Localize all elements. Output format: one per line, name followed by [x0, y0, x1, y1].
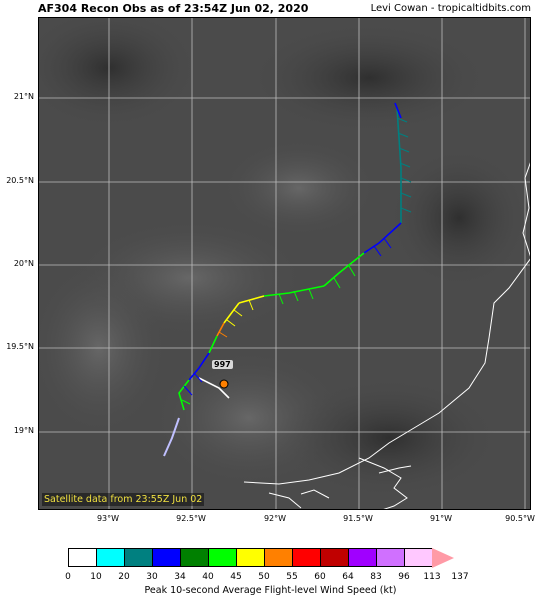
dark-cloud-region	[389, 148, 529, 288]
wind-speed-colorbar	[68, 547, 454, 568]
colorbar-swatch	[236, 548, 264, 567]
colorbar-tick-label: 10	[90, 572, 102, 582]
latitude-label: 21°N	[13, 92, 34, 101]
aircraft-path	[163, 417, 180, 457]
colorbar-tick-label: 0	[65, 572, 71, 582]
colorbar-tick-label: 50	[258, 572, 270, 582]
colorbar-tick-label: 60	[314, 572, 326, 582]
colorbar-tick-label: 96	[398, 572, 410, 582]
colorbar-tick-label: 83	[370, 572, 382, 582]
colorbar-swatch	[152, 548, 180, 567]
colorbar-swatch	[292, 548, 320, 567]
latitude-label: 20°N	[13, 259, 34, 268]
colorbar-swatch	[264, 548, 292, 567]
recon-track	[178, 102, 402, 411]
colorbar-swatch	[124, 548, 152, 567]
colorbar-swatch	[404, 548, 432, 567]
colorbar-arrow	[432, 547, 454, 568]
colorbar-swatch	[376, 548, 404, 567]
colorbar-tick-label: 55	[286, 572, 298, 582]
colorbar-swatch	[320, 548, 348, 567]
dark-cloud-region	[39, 18, 199, 128]
longitude-label: 91°W	[429, 514, 453, 523]
satellite-timestamp: Satellite data from 23:55Z Jun 02	[42, 493, 205, 506]
colorbar-swatch	[180, 548, 208, 567]
colorbar-caption: Peak 10-second Average Flight-level Wind…	[144, 585, 397, 596]
colorbar-tick-label: 113	[423, 572, 441, 582]
colorbar-swatch	[68, 548, 96, 567]
longitude-label: 91.5°W	[343, 514, 373, 523]
center-pressure-label: 997	[212, 360, 233, 369]
wind-barbs	[181, 117, 412, 405]
satellite-map	[38, 17, 531, 510]
colorbar-tick-label: 20	[118, 572, 130, 582]
colorbar-tick-label: 40	[202, 572, 214, 582]
storm-center-marker	[219, 379, 229, 389]
latitude-label: 19°N	[13, 426, 34, 435]
colorbar-swatch	[348, 548, 376, 567]
dark-cloud-region	[249, 23, 489, 133]
colorbar-tick-label: 137	[451, 572, 469, 582]
colorbar-swatch	[208, 548, 236, 567]
coastline	[243, 162, 530, 509]
longitude-label: 92°W	[263, 514, 287, 523]
longitude-label: 90.5°W	[505, 514, 535, 523]
colorbar-tick-label: 34	[174, 572, 186, 582]
colorbar-swatch	[96, 548, 124, 567]
longitude-label: 92.5°W	[176, 514, 206, 523]
latitude-label: 19.5°N	[6, 342, 34, 351]
map-canvas	[39, 18, 530, 509]
colorbar-tick-label: 64	[342, 572, 354, 582]
dark-cloud-region	[279, 378, 499, 498]
longitude-label: 93°W	[96, 514, 120, 523]
bright-cloud-region	[219, 138, 379, 238]
colorbar-tick-label: 45	[230, 572, 242, 582]
map-title: AF304 Recon Obs as of 23:54Z Jun 02, 202…	[38, 2, 309, 15]
graticule	[39, 18, 530, 509]
latitude-label: 20.5°N	[6, 176, 34, 185]
map-credit: Levi Cowan - tropicaltidbits.com	[370, 3, 531, 14]
colorbar-tick-label: 30	[146, 572, 158, 582]
